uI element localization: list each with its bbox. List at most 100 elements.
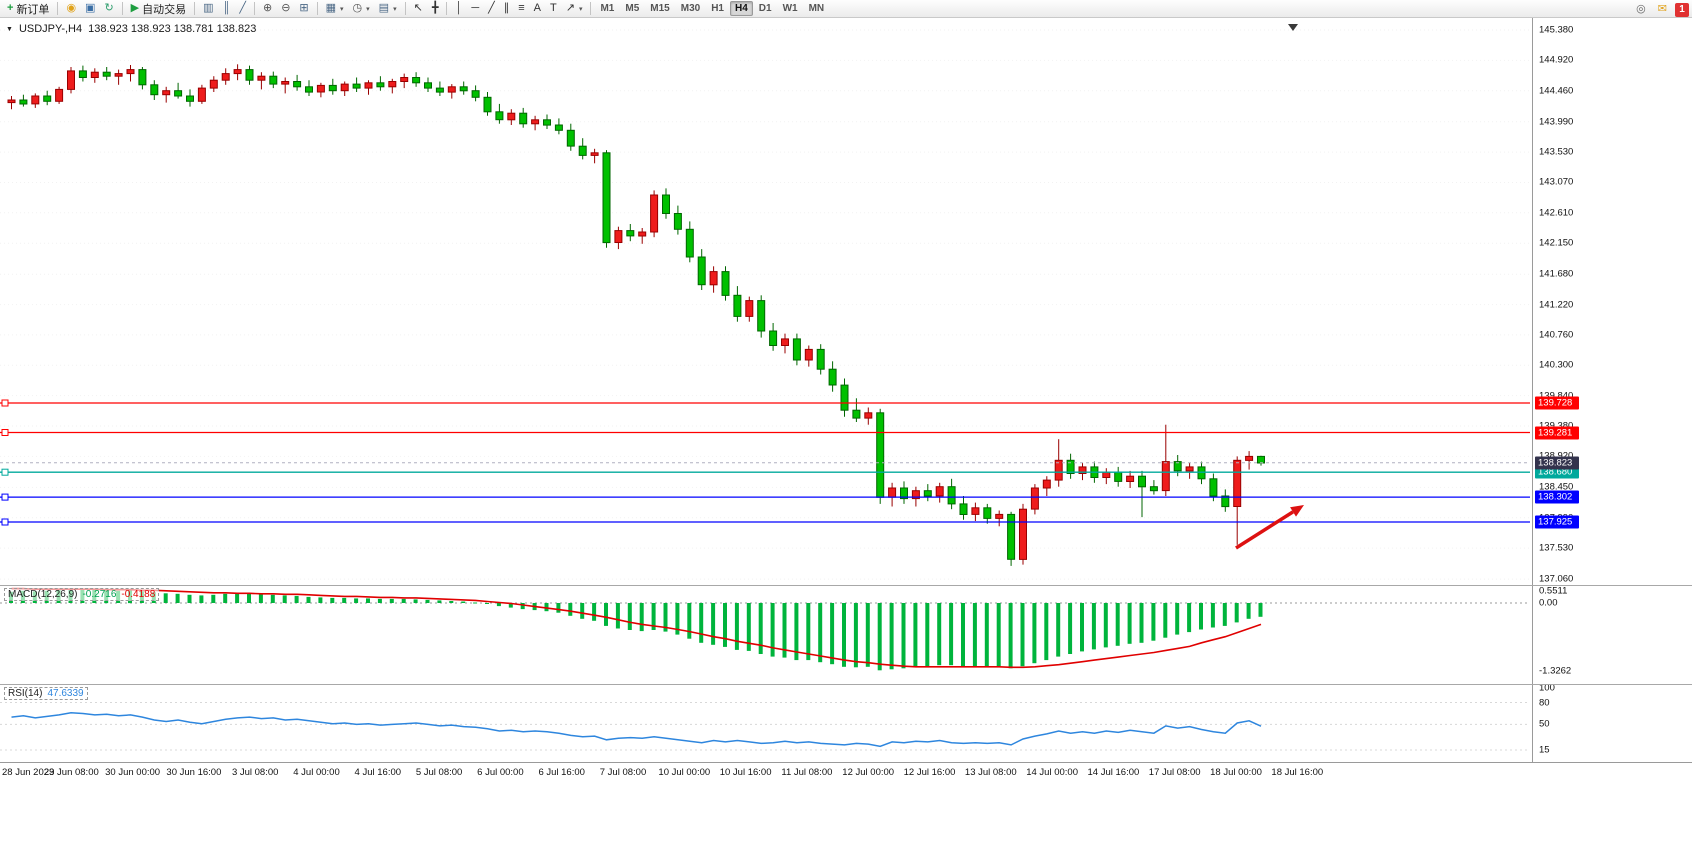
line-chart-button[interactable]: ╱ xyxy=(235,1,250,17)
macd-axis-tick: 0.5511 xyxy=(1539,585,1568,597)
chat-button[interactable]: ✉ xyxy=(1654,2,1671,18)
new-order-button[interactable]: + 新订单 xyxy=(3,1,53,17)
timeframe-d1-button[interactable]: D1 xyxy=(758,3,772,14)
price-axis-tick: 139.380 xyxy=(1539,421,1573,432)
price-axis-tick: 140.300 xyxy=(1539,359,1574,371)
zoom-in-button[interactable]: ⊕ xyxy=(259,1,276,17)
lightbulb-icon: ◉ xyxy=(66,2,77,14)
arrows-icon: ↗ xyxy=(565,2,575,14)
panel-splitter[interactable] xyxy=(0,585,1692,586)
channel-button[interactable]: ∥ xyxy=(500,1,514,17)
timeframe-h4-button[interactable]: H4 xyxy=(729,1,753,16)
macd-indicator-label: MACD(12,26,9) -0.2716 -0.4188 xyxy=(4,588,160,601)
arrow-annotation[interactable] xyxy=(1235,505,1304,550)
zoom-out-button[interactable]: ⊖ xyxy=(277,1,294,17)
chevron-down-icon: ▾ xyxy=(366,5,370,13)
horizontal-line-icon: ─ xyxy=(471,2,480,14)
line-chart-icon: ╱ xyxy=(239,2,246,14)
rsi-value: 47.6339 xyxy=(47,688,84,699)
notification-badge[interactable]: 1 xyxy=(1675,2,1689,17)
price-axis-tick: 145.380 xyxy=(1539,24,1574,36)
horizontal-line-button[interactable]: ─ xyxy=(467,1,483,17)
time-axis-label: 3 Jul 08:00 xyxy=(231,767,279,778)
time-axis-label: 14 Jul 16:00 xyxy=(1087,767,1140,778)
price-axis-tick: 141.220 xyxy=(1539,299,1574,311)
crosshair-button[interactable]: ╋ xyxy=(428,1,443,17)
candlestick-chart-button[interactable]: ║ xyxy=(219,1,235,17)
price-level-tag: 138.302 xyxy=(1535,490,1579,504)
time-axis-label: 28 Jun 2023 xyxy=(2,767,55,778)
new-chart-button[interactable]: ▦ ▾ xyxy=(322,1,348,17)
tile-windows-button[interactable]: ⊞ xyxy=(295,1,312,17)
macd-panel-canvas[interactable] xyxy=(0,587,1532,683)
rsi-indicator-label: RSI(14) 47.6339 xyxy=(4,687,88,700)
chart-shift-marker[interactable] xyxy=(1288,24,1298,31)
toolbar-separator xyxy=(194,2,196,15)
price-level-tag: 137.925 xyxy=(1535,515,1579,529)
text-icon: A xyxy=(533,2,541,14)
timeframe-m5-button[interactable]: M5 xyxy=(625,3,640,14)
crosshair-icon: ╋ xyxy=(431,2,439,14)
timeframe-m30-button[interactable]: M30 xyxy=(680,3,701,14)
price-axis-tick: 143.990 xyxy=(1539,116,1574,128)
timeframe-mn-button[interactable]: MN xyxy=(808,3,825,14)
symbol-dropdown-icon[interactable]: ▼ xyxy=(6,25,13,33)
symbol-ohlc-values: 138.923 138.923 138.781 138.823 xyxy=(88,23,257,35)
rsi-line xyxy=(11,711,1262,748)
text-button[interactable]: A xyxy=(530,1,545,17)
label-button[interactable]: T xyxy=(546,1,561,17)
channel-icon: ∥ xyxy=(503,2,510,14)
trendline-button[interactable]: ╱ xyxy=(484,1,499,17)
time-axis-label: 7 Jul 08:00 xyxy=(599,767,647,778)
price-axis-tick: 139.840 xyxy=(1539,390,1573,401)
price-axis-tick: 140.760 xyxy=(1539,329,1574,341)
time-axis-label: 12 Jul 00:00 xyxy=(842,767,895,778)
toolbar-separator xyxy=(253,2,255,15)
macd-axis-tick: -1.3262 xyxy=(1539,665,1572,677)
rsi-name: RSI(14) xyxy=(8,688,43,699)
template-icon: ▤ xyxy=(378,2,390,14)
price-level-tag: 139.281 xyxy=(1535,426,1579,440)
market-watch-button[interactable]: ▣ xyxy=(81,1,99,17)
search-button[interactable]: ◎ xyxy=(1632,2,1650,18)
price-axis-tick: 138.450 xyxy=(1539,481,1574,493)
period-button[interactable]: ◷ ▾ xyxy=(349,1,374,17)
timeframe-m15-button[interactable]: M15 xyxy=(650,3,670,14)
charts-button[interactable]: ◉ xyxy=(62,1,80,17)
macd-value-2: -0.4188 xyxy=(121,589,156,600)
vertical-line-button[interactable]: │ xyxy=(451,1,466,17)
timeframe-w1-button[interactable]: W1 xyxy=(782,3,798,14)
label-icon: T xyxy=(550,2,557,14)
bar-chart-icon: ▥ xyxy=(203,2,214,14)
rsi-panel-canvas[interactable] xyxy=(0,685,1532,760)
profiles-icon: ▣ xyxy=(85,2,96,14)
price-axis-tick: 143.070 xyxy=(1539,176,1574,188)
timeframe-m1-button[interactable]: M1 xyxy=(600,3,615,14)
rsi-grid xyxy=(0,702,1530,751)
cursor-button[interactable]: ↖ xyxy=(410,1,427,17)
price-chart-canvas[interactable] xyxy=(0,18,1532,585)
rsi-axis-tick: 80 xyxy=(1539,697,1550,709)
timeframe-h1-button[interactable]: H1 xyxy=(711,3,724,14)
zoom-out-icon: ⊖ xyxy=(281,2,291,14)
time-axis-label: 30 Jun 16:00 xyxy=(166,767,222,778)
fibonacci-button[interactable]: ≡ xyxy=(514,1,528,17)
time-axis-label: 17 Jul 08:00 xyxy=(1148,767,1201,778)
bar-chart-button[interactable]: ▥ xyxy=(199,1,217,17)
arrows-button[interactable]: ↗ ▾ xyxy=(562,1,587,17)
candlestick-icon: ║ xyxy=(222,2,231,14)
time-axis-label: 14 Jul 00:00 xyxy=(1026,767,1078,778)
template-button[interactable]: ▤ ▾ xyxy=(375,1,401,17)
autotrading-button[interactable]: ▶ 自动交易 xyxy=(127,1,190,17)
toolbar-separator xyxy=(57,2,59,15)
macd-axis-tick: 0.00 xyxy=(1539,597,1558,609)
panel-splitter[interactable] xyxy=(0,684,1692,685)
cursor-icon: ↖ xyxy=(413,2,423,14)
new-order-button-label: 新订单 xyxy=(16,3,50,16)
price-axis-tick: 144.460 xyxy=(1539,85,1574,97)
refresh-button[interactable]: ↻ xyxy=(100,1,117,17)
time-axis-label: 12 Jul 16:00 xyxy=(903,767,956,778)
horizontal-level-lines[interactable] xyxy=(0,399,1530,526)
chat-icon: ✉ xyxy=(1657,3,1667,15)
